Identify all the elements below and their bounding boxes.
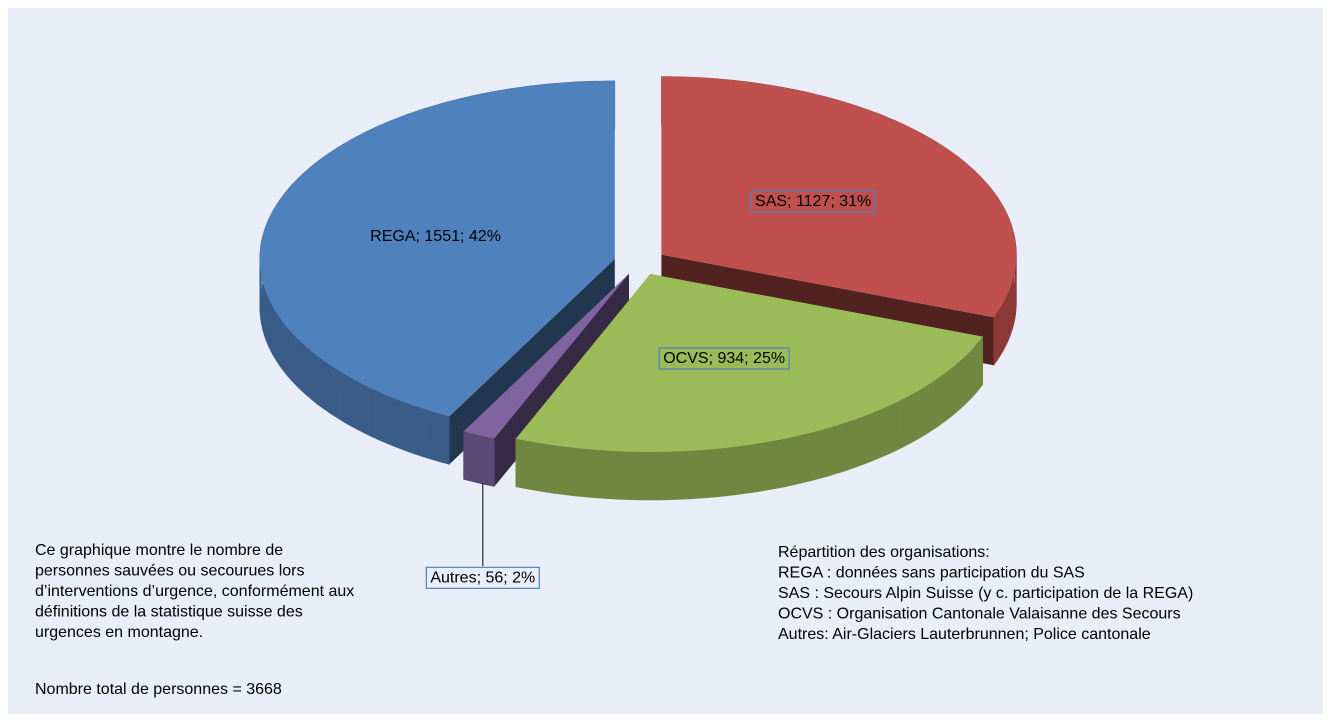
label-box bbox=[750, 190, 876, 213]
slice-side bbox=[449, 80, 615, 465]
note-right-line: REGA : données sans participation du SAS bbox=[778, 565, 1085, 582]
slice-wall bbox=[463, 430, 495, 487]
pie bbox=[259, 76, 1017, 501]
note-left-line: personnes sauvées ou secourues lors bbox=[35, 563, 305, 580]
labels: SAS; 1127; 31% OCVS; 934; 25% Autres; 56; … bbox=[370, 190, 876, 589]
note-left-line: urgences en montagne. bbox=[35, 624, 203, 641]
data-label: OCVS; 934; 25% bbox=[663, 350, 785, 367]
slice-side bbox=[463, 273, 629, 487]
note-right-line: Autres: Air-Glaciers Lauterbrunnen; Poli… bbox=[778, 626, 1151, 643]
note-left-line: Ce graphique montre le nombre de bbox=[35, 542, 283, 559]
slice bbox=[515, 274, 983, 452]
note-right-line: Répartition des organisations: bbox=[778, 544, 990, 561]
label-box bbox=[658, 347, 790, 370]
slice bbox=[661, 76, 1017, 318]
notes: Ce graphique montre le nombre de personne… bbox=[35, 542, 1193, 698]
slice bbox=[463, 273, 629, 439]
slice-wall bbox=[515, 335, 983, 501]
slice bbox=[259, 80, 615, 417]
note-right-line: SAS : Secours Alpin Suisse (y c. partici… bbox=[778, 585, 1193, 602]
note-left-line: définitions de la statistique suisse des bbox=[35, 604, 303, 621]
data-label: SAS; 1127; 31% bbox=[755, 193, 871, 210]
note-right-line: OCVS : Organisation Cantonale Valaisanne… bbox=[778, 606, 1181, 623]
label-box bbox=[425, 566, 540, 589]
note-left-line: d’interventions d’urgence, conformément … bbox=[35, 583, 354, 600]
total-note: Nombre total de personnes = 3668 bbox=[35, 681, 282, 698]
data-label: Autres; 56; 2% bbox=[430, 569, 535, 586]
data-label: REGA; 1551; 42% bbox=[370, 228, 501, 245]
